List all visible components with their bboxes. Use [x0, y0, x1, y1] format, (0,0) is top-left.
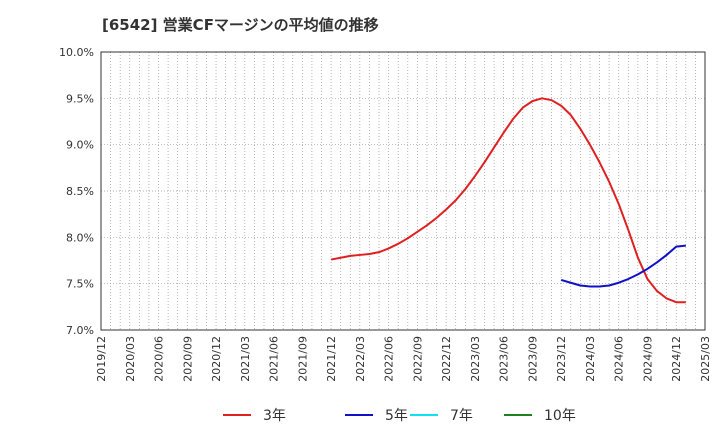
series-layer	[330, 97, 686, 304]
x-tick-label: 2020/12	[210, 336, 223, 382]
x-tick-label: 2025/03	[699, 336, 712, 382]
y-axis-ticks: 10.0% 9.5% 9.0% 8.5% 8.0% 7.5% 7.0%	[59, 46, 94, 337]
x-tick-label: 2024/03	[584, 336, 597, 382]
x-tick-label: 2021/03	[239, 336, 252, 382]
x-axis-ticks: 2019/12 2020/03 2020/06 2020/09 2020/12 2021/…	[95, 336, 712, 382]
plot-background	[101, 52, 705, 330]
legend-label: 10年	[544, 408, 576, 424]
x-tick-label: 2023/09	[526, 336, 539, 382]
x-tick-label: 2019/12	[95, 336, 108, 382]
x-tick-label: 2022/12	[440, 336, 453, 382]
x-tick-label: 2021/12	[325, 336, 338, 382]
legend-label: 7年	[450, 408, 473, 424]
grid-layer	[101, 52, 705, 330]
y-tick-label: 8.5%	[66, 185, 94, 198]
x-tick-label: 2023/03	[469, 336, 482, 382]
y-tick-label: 8.0%	[66, 231, 94, 244]
series-line-5年	[560, 244, 686, 288]
x-tick-label: 2022/03	[354, 336, 367, 382]
x-tick-label: 2020/06	[153, 336, 166, 382]
legend-label: 3年	[263, 408, 286, 424]
x-tick-label: 2023/12	[555, 336, 568, 382]
legend-label: 5年	[385, 408, 408, 424]
x-tick-label: 2020/03	[124, 336, 137, 382]
x-tick-label: 2021/09	[296, 336, 309, 382]
y-tick-label: 9.5%	[66, 92, 94, 105]
series-line-3年	[330, 97, 686, 304]
y-tick-label: 9.0%	[66, 139, 94, 152]
plot-border	[100, 51, 706, 331]
x-tick-label: 2021/06	[268, 336, 281, 382]
x-tick-label: 2022/09	[411, 336, 424, 382]
x-tick-label: 2023/06	[498, 336, 511, 382]
legend: 3年 5年 7年 10年	[223, 408, 576, 424]
x-tick-label: 2024/09	[641, 336, 654, 382]
x-tick-label: 2022/06	[383, 336, 396, 382]
x-tick-label: 2020/09	[181, 336, 194, 382]
y-tick-label: 10.0%	[59, 46, 94, 59]
y-tick-label: 7.5%	[66, 278, 94, 291]
chart-title: [6542] 営業CFマージンの平均値の推移	[102, 16, 379, 34]
x-tick-label: 2024/12	[670, 336, 683, 382]
x-tick-label: 2024/06	[613, 336, 626, 382]
y-tick-label: 7.0%	[66, 324, 94, 337]
